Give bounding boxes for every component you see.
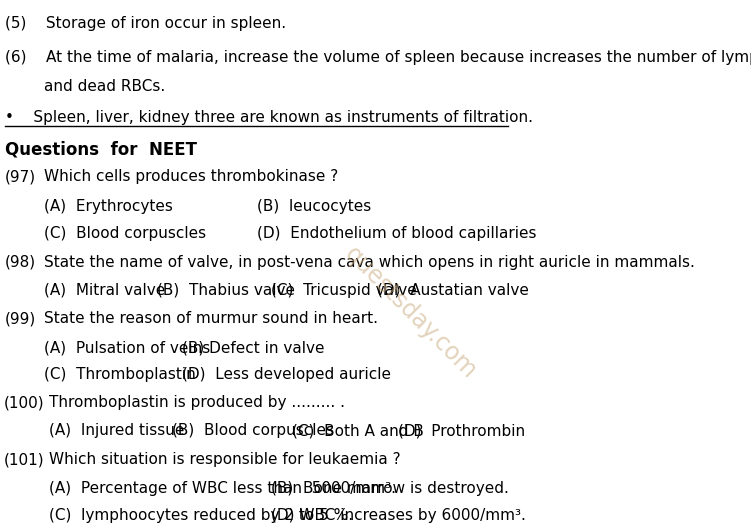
Text: (6)    At the time of malaria, increase the volume of spleen because increases t: (6) At the time of malaria, increase the… (5, 49, 751, 65)
Text: and dead RBCs.: and dead RBCs. (44, 79, 165, 94)
Text: (D)  Endothelium of blood capillaries: (D) Endothelium of blood capillaries (257, 226, 536, 241)
Text: (C)  lymphoocytes reduced by 2 to 5 %.: (C) lymphoocytes reduced by 2 to 5 %. (49, 508, 353, 523)
Text: (C)  Both A and B: (C) Both A and B (291, 423, 424, 439)
Text: (D)  Austatian valve: (D) Austatian valve (377, 282, 529, 298)
Text: (D)  Prothrombin: (D) Prothrombin (398, 423, 525, 439)
Text: questsday.com: questsday.com (340, 242, 481, 383)
Text: (A)  Mitral valve: (A) Mitral valve (44, 282, 165, 298)
Text: State the reason of murmur sound in heart.: State the reason of murmur sound in hear… (44, 311, 378, 326)
Text: (97): (97) (5, 169, 36, 185)
Text: (D) WBC increases by 6000/mm³.: (D) WBC increases by 6000/mm³. (270, 508, 526, 523)
Text: Questions  for  NEET: Questions for NEET (5, 141, 197, 159)
Text: Thromboplastin is produced by ......... .: Thromboplastin is produced by ......... … (49, 396, 345, 410)
Text: (A)  Percentage of WBC less than  5000/mm³.: (A) Percentage of WBC less than 5000/mm³… (49, 481, 396, 496)
Text: (A)  Pulsation of veins: (A) Pulsation of veins (44, 340, 210, 355)
Text: (D)  Less developed auricle: (D) Less developed auricle (182, 367, 391, 382)
Text: (A)  Injured tissue: (A) Injured tissue (49, 423, 184, 439)
Text: (B)  Bone marrow is destroyed.: (B) Bone marrow is destroyed. (270, 481, 508, 496)
Text: (B)  Thabius valve: (B) Thabius valve (156, 282, 294, 298)
Text: (98): (98) (5, 255, 36, 269)
Text: (C)  Tricuspid valve: (C) Tricuspid valve (270, 282, 416, 298)
Text: •    Spleen, liver, kidney three are known as instruments of filtration.: • Spleen, liver, kidney three are known … (5, 109, 533, 125)
Text: State the name of valve, in post-vena cava which opens in right auricle in mamma: State the name of valve, in post-vena ca… (44, 255, 695, 269)
Text: (B)  leucocytes: (B) leucocytes (257, 199, 371, 214)
Text: (99): (99) (5, 311, 36, 326)
Text: (C)  Thromboplastin: (C) Thromboplastin (44, 367, 195, 382)
Text: (100): (100) (4, 396, 45, 410)
Text: (A)  Erythrocytes: (A) Erythrocytes (44, 199, 173, 214)
Text: Which cells produces thrombokinase ?: Which cells produces thrombokinase ? (44, 169, 338, 185)
Text: (B) Defect in valve: (B) Defect in valve (182, 340, 324, 355)
Text: (B)  Blood corpuscles: (B) Blood corpuscles (172, 423, 334, 439)
Text: (C)  Blood corpuscles: (C) Blood corpuscles (44, 226, 206, 241)
Text: Which situation is responsible for leukaemia ?: Which situation is responsible for leuka… (49, 452, 400, 467)
Text: (101): (101) (4, 452, 45, 467)
Text: (5)    Storage of iron occur in spleen.: (5) Storage of iron occur in spleen. (5, 16, 286, 31)
